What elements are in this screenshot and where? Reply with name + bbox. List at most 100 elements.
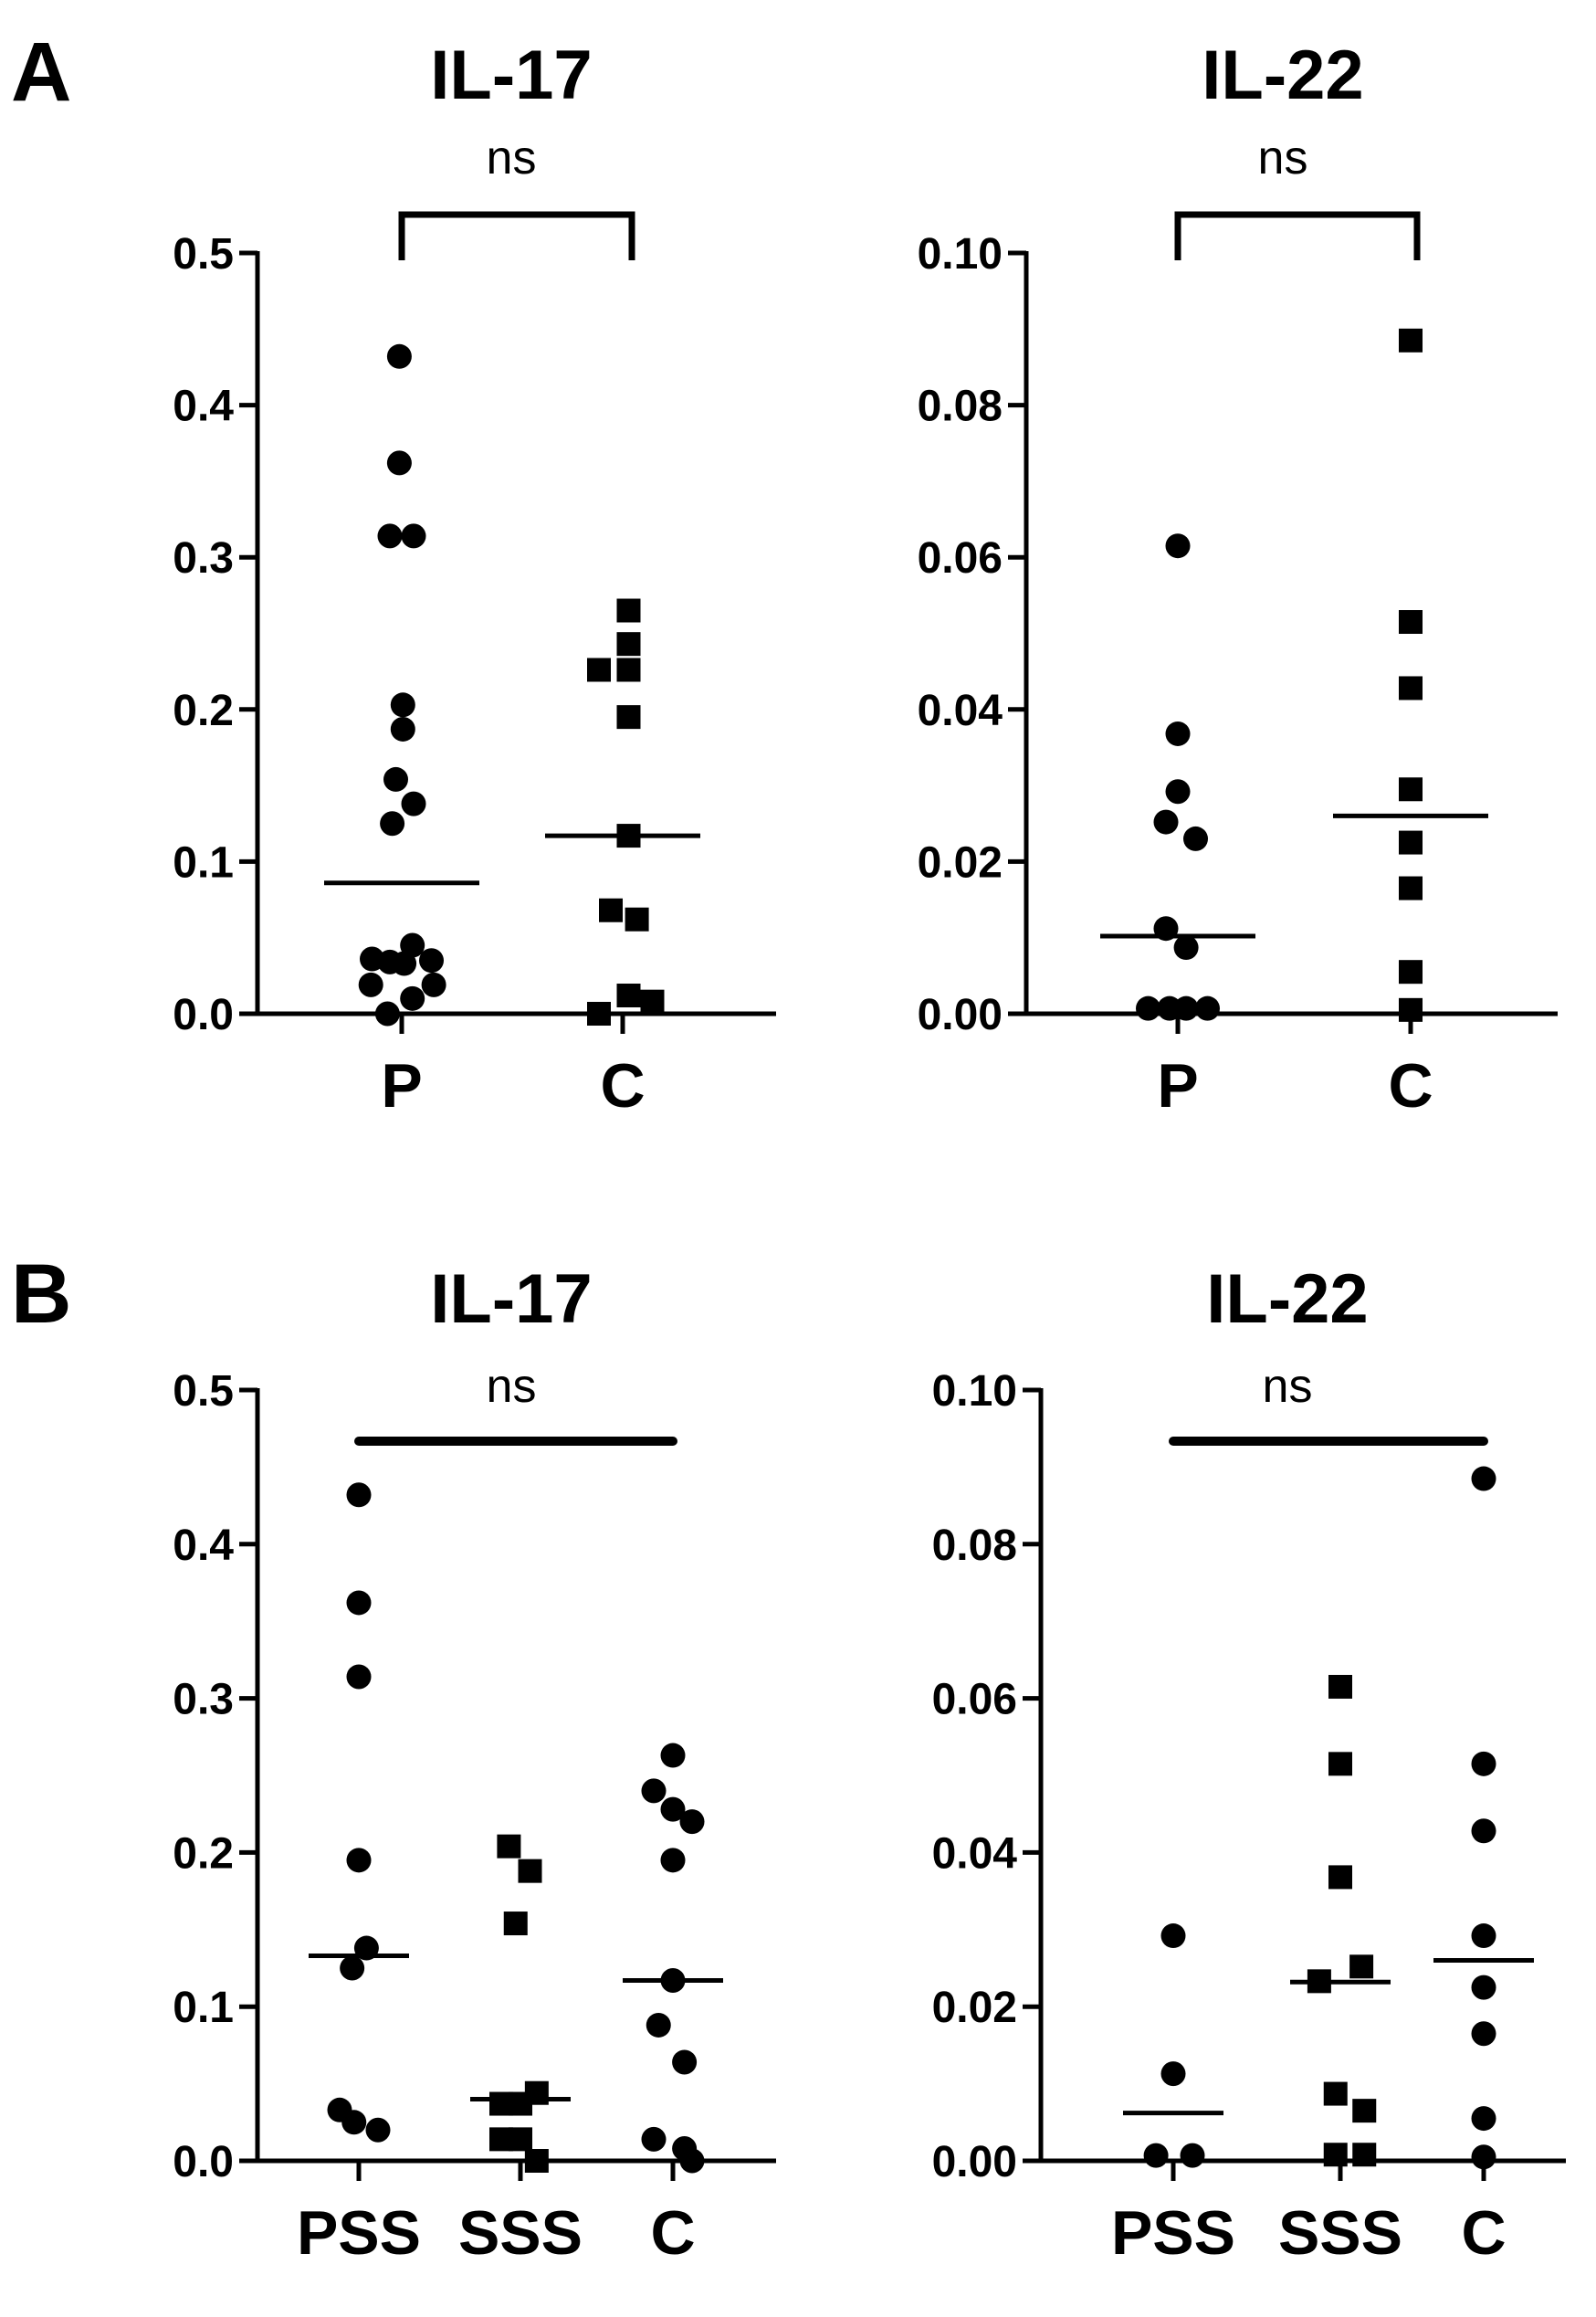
y-tick-label: 0.2	[173, 1829, 234, 1878]
data-point-sss	[1323, 2081, 1348, 2106]
data-point-sss	[1352, 2143, 1377, 2167]
data-point-pss	[365, 2117, 391, 2143]
data-point-pss	[1143, 2143, 1169, 2168]
y-tick-label: 0.3	[173, 1676, 234, 1724]
data-point-sss	[524, 2149, 549, 2173]
data-point-pss	[346, 1664, 372, 1690]
chart-title: IL-22	[1202, 37, 1363, 114]
data-point-pss	[1160, 2061, 1186, 2087]
y-tick-label: 0.3	[173, 534, 234, 583]
y-tick-label: 0.10	[918, 230, 1003, 279]
data-point-c	[587, 658, 611, 682]
data-point-c	[616, 632, 641, 657]
category-label: C	[600, 1051, 645, 1121]
y-tick-label: 0.0	[173, 2138, 234, 2186]
data-point-sss	[1328, 1752, 1352, 1776]
data-point-c	[660, 1743, 686, 1768]
y-tick-label: 0.06	[932, 1676, 1017, 1724]
data-point-pss	[346, 1848, 372, 1873]
y-tick-label: 0.04	[932, 1829, 1018, 1878]
data-point-c	[1471, 2106, 1496, 2132]
data-point-c	[1471, 1975, 1496, 2000]
data-point-c	[1471, 2144, 1496, 2170]
data-point-c	[1399, 328, 1423, 353]
data-point-p	[1165, 721, 1191, 746]
significance-label: ns	[487, 132, 537, 184]
data-point-sss	[1352, 2099, 1377, 2123]
y-tick-label: 0.5	[173, 230, 234, 279]
data-point-c	[1471, 1466, 1496, 1491]
y-tick-label: 0.5	[173, 1367, 234, 1416]
panel-label-b: B	[11, 1248, 71, 1341]
data-point-c	[660, 1848, 686, 1873]
data-point-c	[1471, 1818, 1496, 1844]
data-point-pss	[1180, 2143, 1205, 2168]
data-point-p	[386, 450, 412, 476]
data-point-c	[587, 1002, 611, 1026]
data-point-c	[1399, 997, 1423, 1022]
significance-label: ns	[1258, 132, 1308, 184]
data-point-p	[1165, 779, 1191, 805]
data-point-c	[616, 984, 641, 1008]
category-label: C	[1388, 1051, 1433, 1121]
data-point-pss	[341, 2110, 367, 2135]
significance-label: ns	[487, 1360, 537, 1413]
y-tick-label: 0.08	[918, 383, 1003, 431]
data-point-c	[1399, 610, 1423, 635]
panel-label-a: A	[11, 26, 71, 119]
data-point-c	[1471, 1751, 1496, 1776]
data-point-p	[1183, 826, 1208, 851]
data-point-p	[1173, 995, 1199, 1021]
data-point-c	[1471, 2021, 1496, 2047]
data-point-sss	[509, 2091, 532, 2116]
data-point-p	[390, 692, 415, 718]
chart-title: IL-17	[430, 1260, 592, 1338]
data-point-p	[401, 791, 426, 816]
significance-label: ns	[1263, 1360, 1313, 1413]
data-point-sss	[503, 1912, 528, 1936]
y-tick-label: 0.1	[173, 838, 234, 887]
data-point-c	[1471, 1923, 1496, 1949]
data-point-p	[400, 985, 425, 1011]
data-point-c	[640, 989, 665, 1014]
data-point-sss	[1349, 1954, 1374, 1979]
data-point-p	[358, 972, 383, 997]
data-point-p	[401, 523, 426, 549]
data-point-p	[1153, 809, 1179, 835]
data-point-p	[383, 766, 408, 792]
category-label: C	[650, 2198, 695, 2268]
data-point-pss	[346, 1482, 372, 1508]
data-point-pss	[340, 1955, 365, 1981]
y-tick-label: 0.00	[932, 2138, 1017, 2186]
chart-title: IL-22	[1206, 1260, 1368, 1338]
category-label: P	[381, 1051, 422, 1121]
y-tick-label: 0.4	[173, 383, 234, 431]
data-point-p	[374, 1001, 400, 1027]
data-point-p	[390, 716, 415, 742]
chart-b-il-22: IL-22 ns 0.00 0.02 0.04 0.06 0.08 0.10 PSS SSS C	[932, 1260, 1566, 2268]
chart-title: IL-17	[430, 37, 592, 114]
data-point-p	[419, 948, 444, 974]
data-point-c	[1399, 960, 1423, 985]
data-point-p	[380, 811, 405, 837]
data-point-p	[1165, 533, 1191, 559]
data-point-c	[625, 907, 649, 932]
data-point-sss	[1323, 2143, 1348, 2167]
data-point-c	[1399, 676, 1423, 700]
data-point-pss	[1160, 1923, 1186, 1949]
data-point-c	[641, 2126, 667, 2152]
data-point-pss	[346, 1590, 372, 1616]
category-label: P	[1157, 1051, 1198, 1121]
y-tick-label: 0.2	[173, 687, 234, 735]
data-point-c	[672, 2049, 698, 2075]
y-tick-label: 0.06	[918, 534, 1003, 583]
data-point-c	[679, 1809, 705, 1835]
data-point-p	[1195, 995, 1220, 1021]
y-tick-label: 0.00	[918, 991, 1003, 1039]
category-label: SSS	[1278, 2198, 1402, 2268]
data-point-sss	[1328, 1865, 1352, 1890]
data-point-p	[421, 972, 446, 997]
data-point-c	[1399, 830, 1423, 855]
data-point-p	[377, 523, 403, 549]
y-tick-label: 0.4	[173, 1522, 234, 1570]
